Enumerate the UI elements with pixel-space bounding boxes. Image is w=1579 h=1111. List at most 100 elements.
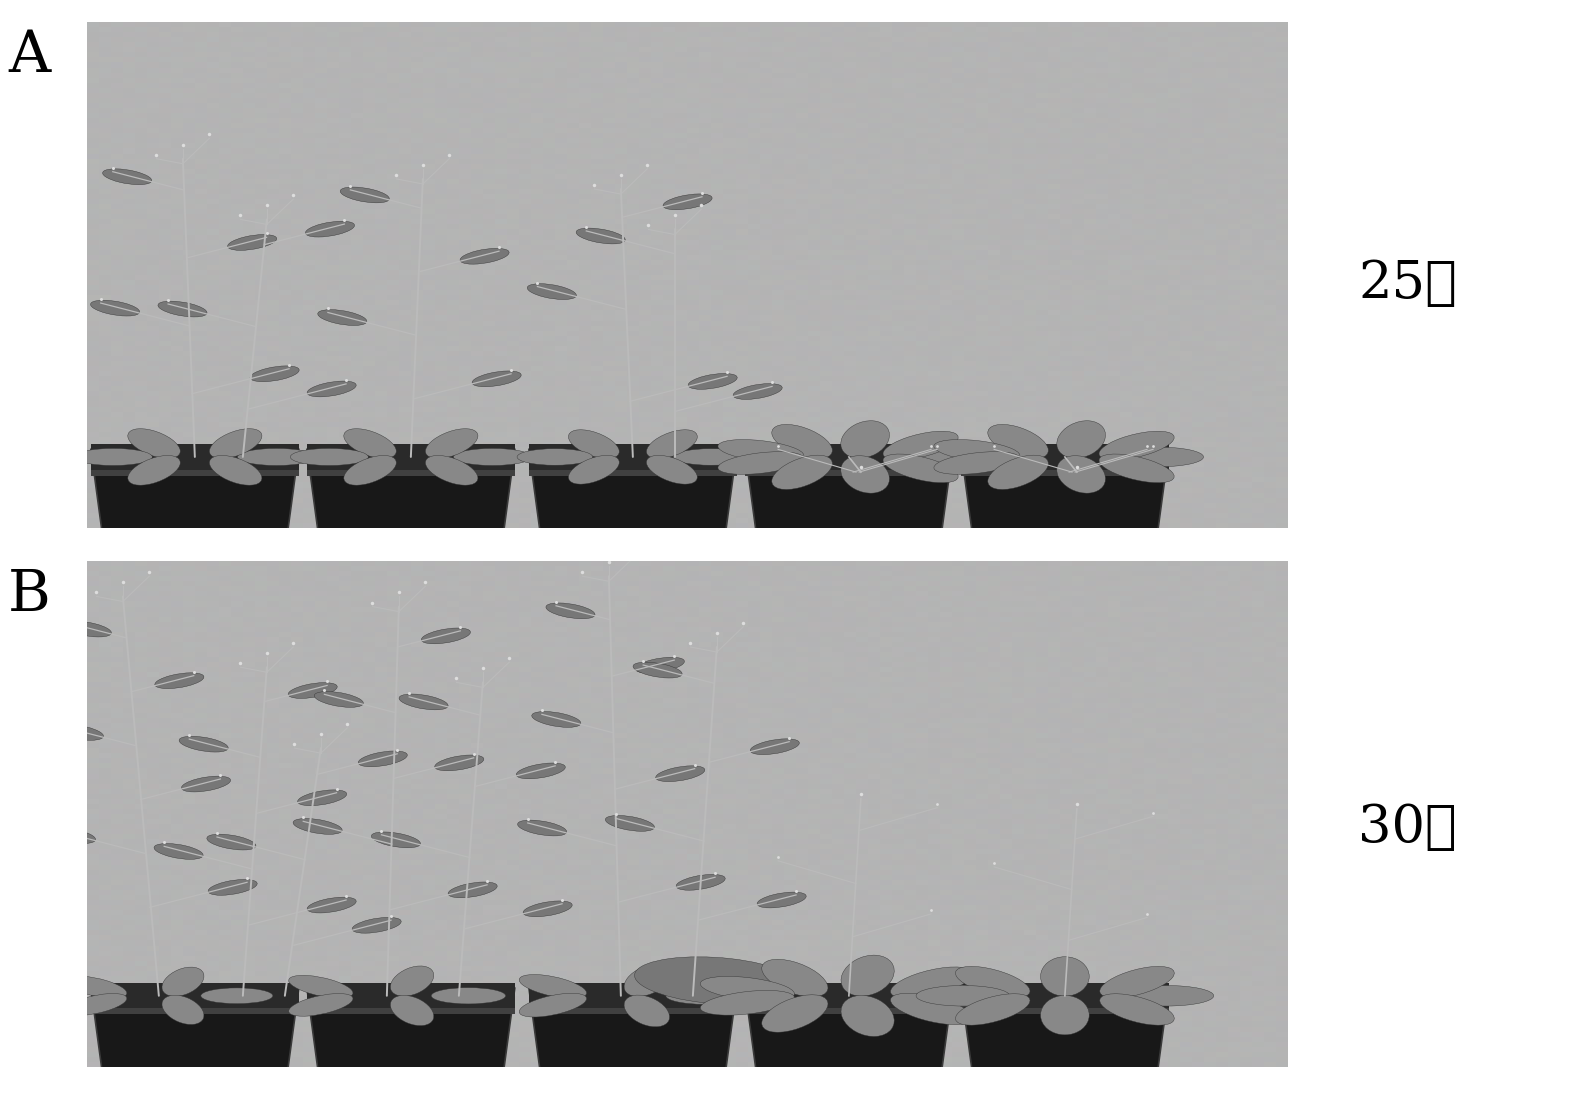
Ellipse shape: [128, 456, 180, 486]
Ellipse shape: [663, 194, 712, 210]
Ellipse shape: [1099, 454, 1175, 482]
Bar: [306, 444, 515, 472]
Polygon shape: [962, 988, 1168, 1111]
Ellipse shape: [772, 456, 832, 490]
Ellipse shape: [210, 429, 262, 459]
Ellipse shape: [103, 169, 152, 184]
Bar: [306, 470, 515, 476]
Ellipse shape: [399, 694, 448, 710]
Ellipse shape: [891, 967, 973, 999]
Polygon shape: [529, 449, 737, 595]
Ellipse shape: [840, 421, 889, 458]
Ellipse shape: [289, 993, 354, 1017]
Bar: [529, 983, 737, 1011]
Ellipse shape: [988, 456, 1048, 490]
Ellipse shape: [352, 918, 401, 933]
Text: Line 3: Line 3: [586, 1098, 681, 1111]
Bar: [529, 470, 737, 476]
Ellipse shape: [718, 452, 804, 474]
Ellipse shape: [208, 880, 257, 895]
Ellipse shape: [155, 843, 204, 859]
Text: WT: WT: [1041, 559, 1090, 588]
Ellipse shape: [532, 711, 581, 728]
Ellipse shape: [128, 429, 180, 459]
Ellipse shape: [605, 815, 654, 831]
Ellipse shape: [883, 431, 958, 460]
Ellipse shape: [519, 993, 587, 1017]
Ellipse shape: [955, 967, 1030, 998]
Ellipse shape: [201, 988, 273, 1003]
Ellipse shape: [701, 990, 794, 1015]
Bar: [962, 470, 1168, 476]
Text: Line 3: Line 3: [586, 559, 681, 588]
Bar: [745, 1009, 952, 1014]
Text: WT: WT: [824, 1098, 873, 1111]
Ellipse shape: [761, 994, 827, 1032]
Ellipse shape: [371, 832, 420, 848]
Ellipse shape: [568, 430, 619, 459]
Ellipse shape: [54, 724, 104, 740]
Ellipse shape: [842, 995, 894, 1037]
Polygon shape: [962, 449, 1168, 595]
Ellipse shape: [527, 283, 576, 300]
Polygon shape: [92, 988, 298, 1111]
Ellipse shape: [756, 892, 807, 908]
Ellipse shape: [897, 447, 987, 467]
Ellipse shape: [249, 366, 298, 382]
Ellipse shape: [908, 985, 1006, 1007]
Ellipse shape: [306, 898, 357, 913]
Ellipse shape: [158, 301, 207, 317]
Ellipse shape: [434, 755, 483, 771]
Ellipse shape: [635, 957, 799, 1004]
Ellipse shape: [955, 993, 1030, 1025]
Ellipse shape: [666, 988, 744, 1004]
Ellipse shape: [155, 673, 204, 689]
Ellipse shape: [1041, 995, 1090, 1034]
Ellipse shape: [933, 452, 1020, 474]
Ellipse shape: [1099, 993, 1175, 1025]
Ellipse shape: [516, 763, 565, 779]
Ellipse shape: [459, 249, 508, 264]
Ellipse shape: [519, 974, 587, 999]
Ellipse shape: [1056, 456, 1105, 493]
Polygon shape: [306, 449, 515, 595]
Ellipse shape: [568, 456, 619, 484]
Ellipse shape: [624, 964, 669, 997]
Ellipse shape: [74, 449, 152, 466]
Bar: [745, 983, 952, 1011]
Ellipse shape: [344, 429, 396, 459]
Bar: [92, 1009, 298, 1014]
Polygon shape: [529, 988, 737, 1111]
Text: WT: WT: [824, 559, 873, 588]
Ellipse shape: [210, 456, 262, 486]
Polygon shape: [306, 988, 515, 1111]
Ellipse shape: [733, 383, 782, 399]
Bar: [306, 983, 515, 1011]
Ellipse shape: [673, 449, 748, 466]
Ellipse shape: [207, 834, 256, 850]
Bar: [745, 444, 952, 472]
Ellipse shape: [227, 234, 276, 250]
Ellipse shape: [1041, 957, 1090, 997]
Ellipse shape: [772, 424, 832, 459]
Ellipse shape: [1120, 985, 1214, 1007]
Ellipse shape: [431, 988, 505, 1004]
Bar: [306, 1009, 515, 1014]
Ellipse shape: [523, 901, 572, 917]
Text: Line 2: Line 2: [363, 1098, 458, 1111]
Ellipse shape: [314, 691, 363, 708]
Ellipse shape: [344, 456, 396, 486]
Ellipse shape: [448, 882, 497, 898]
Ellipse shape: [425, 456, 478, 486]
Ellipse shape: [750, 739, 799, 754]
Ellipse shape: [390, 995, 434, 1025]
Bar: [92, 444, 298, 472]
Ellipse shape: [90, 300, 139, 316]
Text: B: B: [8, 567, 51, 622]
Ellipse shape: [306, 381, 357, 397]
Ellipse shape: [317, 310, 366, 326]
Ellipse shape: [291, 449, 368, 466]
Ellipse shape: [842, 955, 894, 997]
Ellipse shape: [182, 777, 231, 792]
Ellipse shape: [339, 187, 390, 203]
